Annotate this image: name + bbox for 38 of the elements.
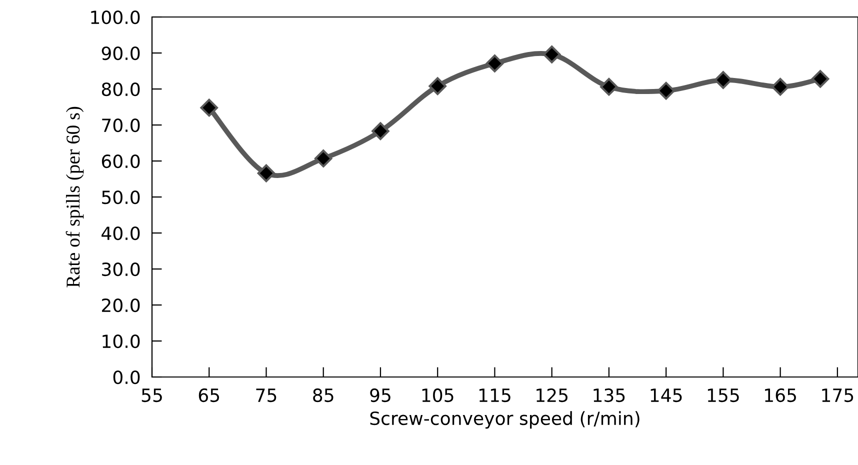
x-tick-label: 85 [313,388,334,402]
x-tick-label: 125 [536,388,568,402]
y-tick-label: 100.0 [91,10,140,24]
point [257,164,276,182]
x-tick-label: 95 [370,388,390,402]
y-tick-label: 50.0 [102,190,140,204]
point [200,98,218,117]
y-tick-label: 40.0 [102,226,140,240]
point [486,54,504,72]
x-tick-label: 155 [708,388,739,402]
y-tick-label: 20.0 [102,298,140,312]
point [771,78,790,96]
y-tick-label: 60.0 [102,154,140,168]
x-tick-label: 145 [650,388,682,402]
point [314,150,332,168]
y-tick-label: 70.0 [102,118,140,132]
x-tick-label: 105 [422,388,454,402]
x-tick-label: 115 [479,388,510,402]
y-tick-label: 80.0 [102,82,140,96]
point [542,46,561,64]
point [657,82,675,100]
x-axis-title: Screw-conveyor speed (r/min) [370,411,640,429]
y-tick-label: 30.0 [102,262,140,276]
x-tick-label: 175 [822,388,854,402]
point [372,122,390,140]
y-tick-label: 10.0 [102,334,140,348]
point [714,71,732,89]
x-tick-label: 55 [142,388,162,402]
y-tick-label: 90.0 [102,46,140,60]
point [600,78,618,96]
x-tick-label: 135 [594,388,625,402]
y-tick-label: 0.0 [113,370,140,384]
x-tick-label: 75 [256,388,276,402]
y-axis-title: Rate of spills (per 60 s) [66,106,84,288]
point [811,70,830,88]
point [428,77,446,96]
x-tick-label: 65 [198,388,220,402]
x-tick-label: 165 [765,388,796,402]
